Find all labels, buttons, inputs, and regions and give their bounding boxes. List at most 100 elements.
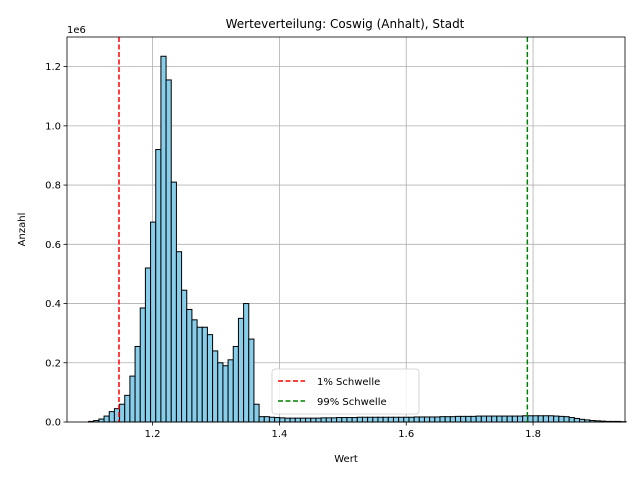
x-axis-label: Wert	[334, 454, 358, 465]
histogram-bar	[330, 417, 338, 423]
histogram-bar	[160, 55, 167, 423]
histogram-bar	[155, 149, 162, 423]
histogram-bar	[325, 417, 332, 423]
histogram-bar	[547, 415, 555, 423]
bars	[88, 55, 627, 423]
histogram-bar	[165, 79, 172, 423]
histogram-bar	[320, 417, 327, 423]
histogram-bar	[186, 308, 193, 423]
histogram-bar	[175, 251, 183, 423]
y-tick-label: 1.0	[45, 121, 61, 132]
histogram-bar	[568, 417, 575, 423]
histogram-bar	[403, 416, 410, 423]
histogram-bar	[119, 403, 126, 423]
y-tick-label: 0.8	[45, 181, 61, 192]
legend: 1% Schwelle 99% Schwelle	[271, 368, 420, 415]
y-tick-label: 0.2	[45, 358, 61, 369]
legend-label-99pct: 99% Schwelle	[317, 397, 387, 408]
x-tick-label: 1.8	[525, 429, 541, 440]
histogram-bar	[139, 307, 146, 423]
histogram-bar	[248, 338, 255, 423]
histogram-bar	[191, 319, 198, 423]
histogram-bar	[150, 221, 157, 423]
plot-frame	[66, 36, 626, 423]
x-tick-label: 1.2	[145, 429, 161, 440]
histogram-bar	[305, 417, 312, 423]
histogram-bar	[201, 326, 208, 423]
histogram-bar	[418, 416, 425, 423]
histogram-bar	[408, 416, 415, 423]
histogram-bar	[258, 416, 265, 423]
histogram-bar	[243, 303, 250, 423]
histogram-bar	[217, 362, 224, 423]
histogram-bar	[527, 415, 534, 423]
histogram-bar	[516, 415, 524, 423]
histogram-bar	[310, 417, 317, 423]
x-tick-label: 1.4	[271, 429, 287, 440]
histogram-bar	[434, 416, 441, 423]
histogram-bar	[558, 415, 565, 423]
histogram-bar	[289, 417, 296, 423]
histogram-bar	[532, 415, 539, 423]
histogram-bar	[351, 417, 358, 423]
histogram-bar	[212, 350, 219, 423]
histogram-bar	[299, 417, 307, 423]
histogram-bar	[382, 416, 389, 423]
histogram-bar	[346, 417, 353, 423]
histogram-bar	[563, 416, 570, 423]
histogram-bar	[196, 326, 203, 423]
threshold-lines	[118, 37, 529, 422]
histogram-bar	[144, 267, 152, 423]
histogram-bar	[392, 416, 400, 423]
histogram-bar	[134, 345, 141, 423]
histogram-bar	[222, 365, 229, 423]
histogram-bar	[423, 416, 431, 423]
legend-box	[271, 368, 420, 415]
histogram-bar	[124, 394, 131, 423]
histogram-bar	[98, 418, 105, 423]
histogram-bar	[108, 411, 115, 423]
histogram-bar	[398, 416, 405, 423]
histogram-bar	[263, 416, 270, 423]
histogram-bar	[372, 416, 379, 423]
histogram-bar	[465, 415, 472, 423]
histogram-bar	[232, 345, 239, 423]
histogram-bar	[413, 416, 420, 423]
histogram-bar	[491, 415, 498, 423]
histogram-bar	[336, 417, 343, 423]
histogram-bar	[356, 416, 363, 423]
histogram-bar	[367, 416, 374, 423]
histogram-bar	[506, 415, 513, 423]
histogram-bar	[268, 416, 276, 423]
histogram-bar	[181, 289, 188, 423]
histogram-bar	[480, 415, 487, 423]
histogram-bar	[511, 415, 518, 423]
histogram-bar	[485, 415, 493, 423]
histogram-bar	[341, 417, 348, 423]
y-multiplier-label: 1e6	[67, 25, 86, 36]
histogram-bar	[253, 403, 260, 423]
y-axis-label: Anzahl	[17, 213, 28, 247]
histogram-bar	[537, 415, 544, 423]
y-tick-label: 1.2	[45, 62, 61, 73]
histogram-bar	[103, 415, 110, 423]
histogram-bar	[496, 415, 503, 423]
histogram-bar	[460, 415, 467, 423]
histogram-bar	[315, 417, 322, 423]
histogram-bar	[227, 359, 234, 423]
legend-label-1pct: 1% Schwelle	[317, 377, 380, 388]
histogram-bar	[454, 415, 462, 423]
chart-title: Werteverteilung: Coswig (Anhalt), Stadt	[226, 17, 465, 31]
histogram-bar	[361, 416, 369, 423]
histogram-bar	[553, 415, 560, 423]
y-tick-label: 0.6	[45, 240, 61, 251]
histogram-bar	[274, 417, 281, 423]
histogram-bar	[429, 416, 436, 423]
histogram-bar	[573, 417, 581, 423]
histogram-bar	[170, 181, 177, 423]
histogram-bar	[475, 415, 482, 423]
y-tick-label: 0.0	[45, 418, 61, 429]
y-tick-label: 0.4	[45, 299, 61, 310]
histogram-bar	[449, 416, 456, 423]
